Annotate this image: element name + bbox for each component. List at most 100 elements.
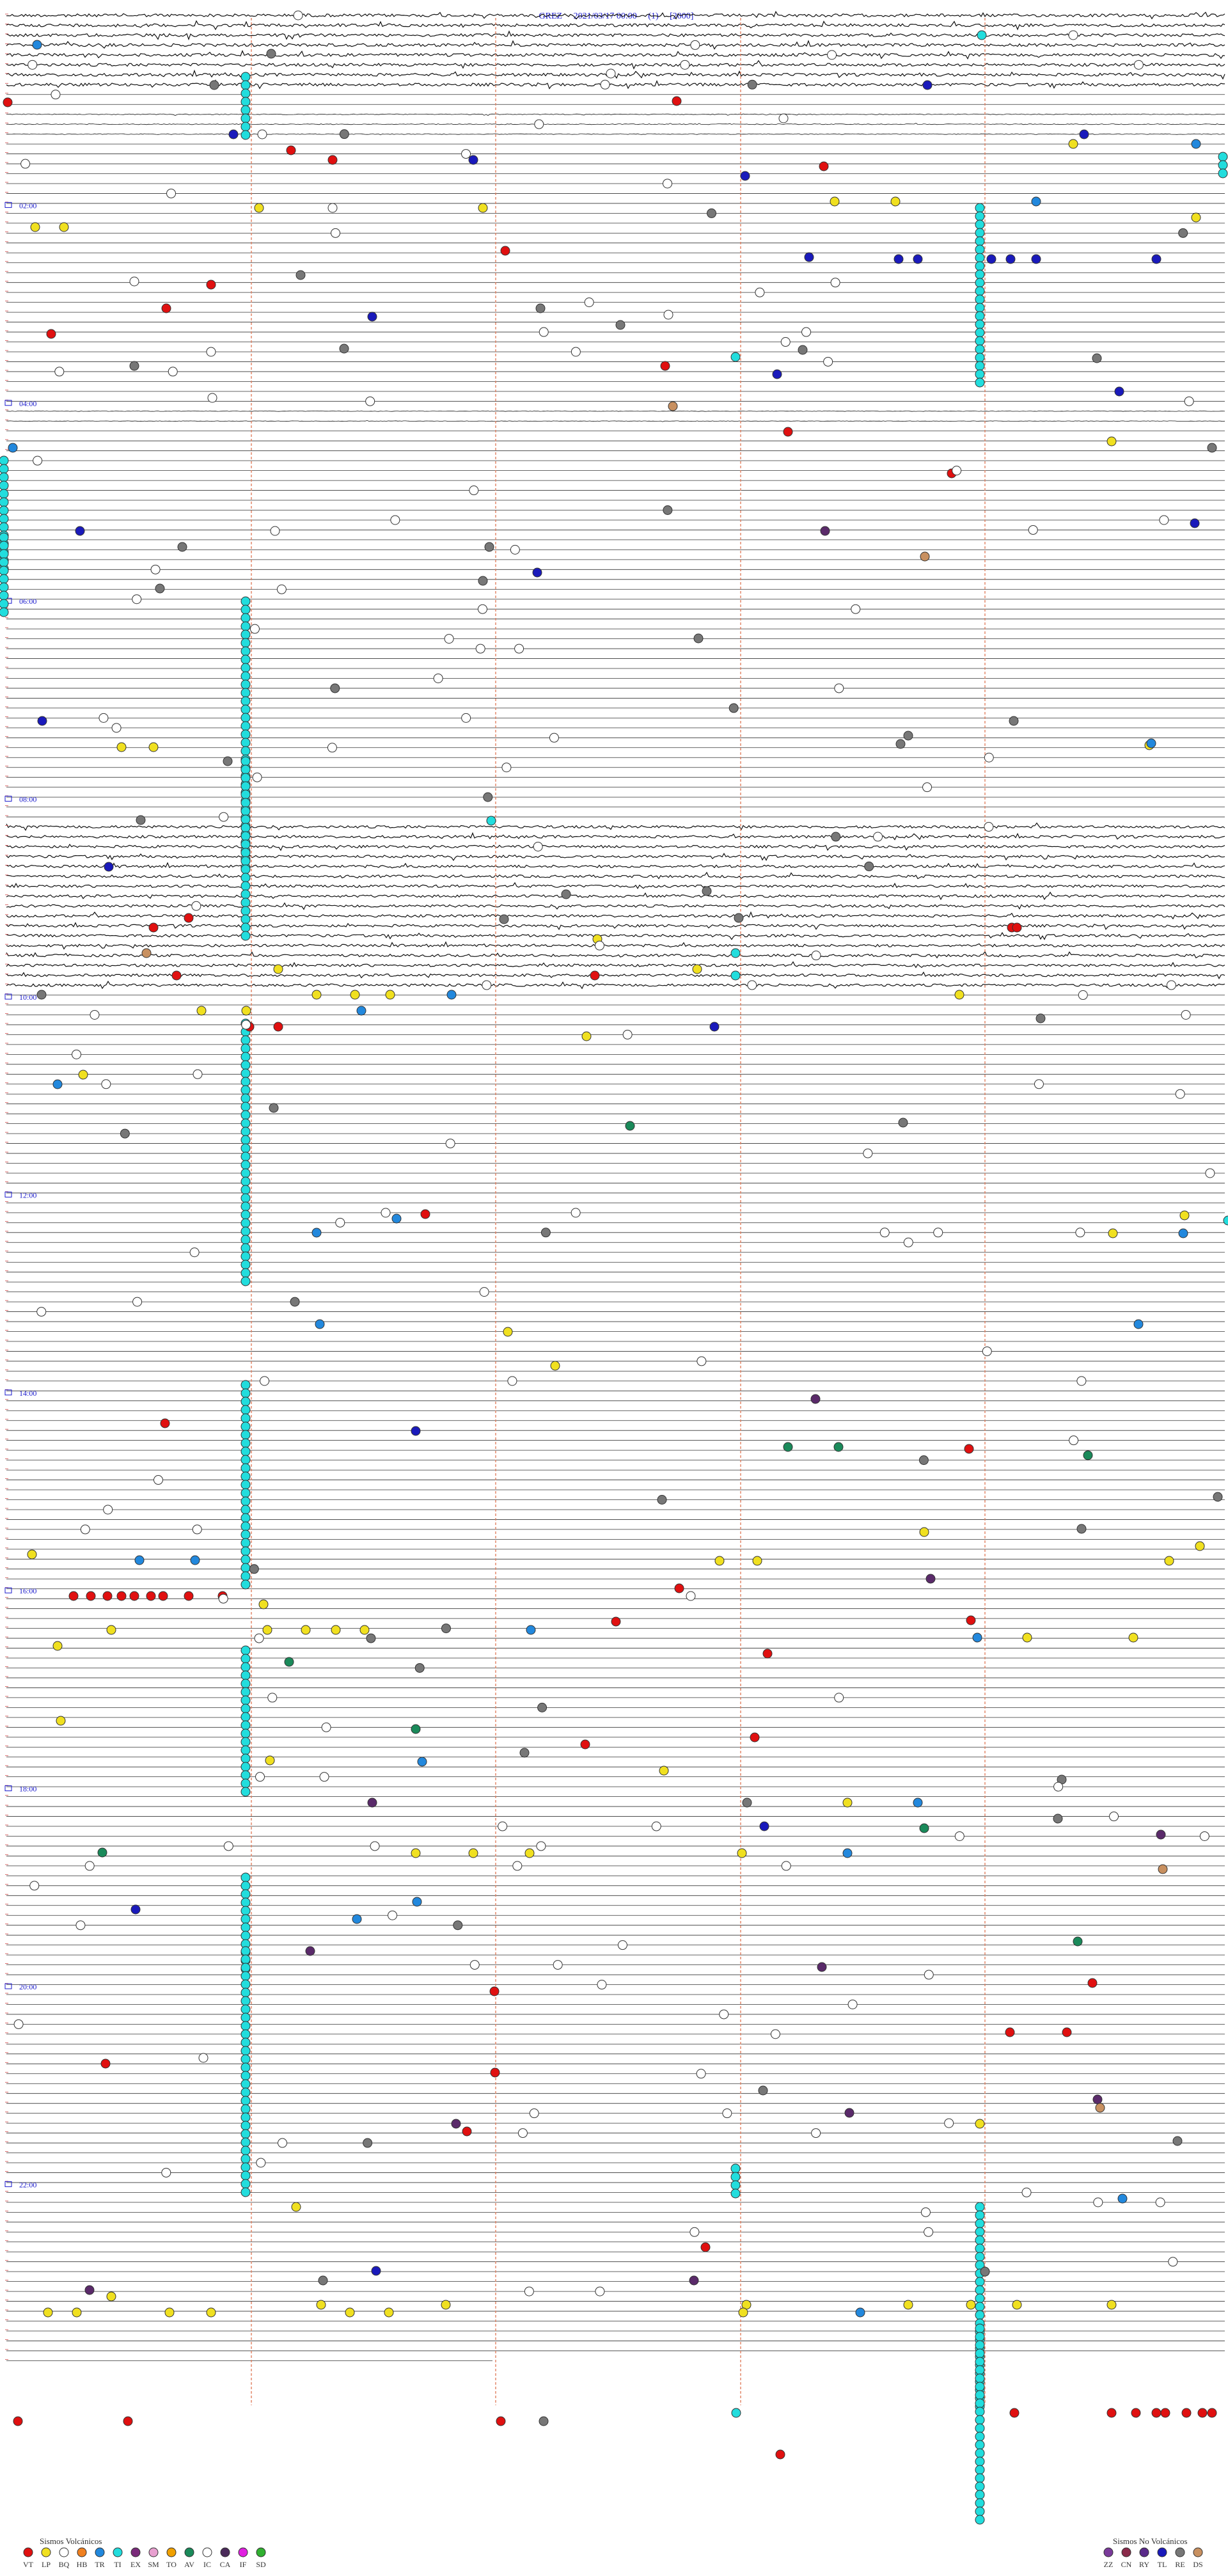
event-marker (150, 564, 161, 574)
event-marker (390, 515, 400, 525)
event-marker (597, 1980, 607, 1990)
event-marker (240, 1872, 251, 1883)
event-marker (975, 278, 985, 288)
hour-label: 02:00 (4, 201, 36, 210)
event-marker (141, 948, 152, 958)
event-marker (0, 565, 9, 576)
event-marker (240, 1218, 251, 1228)
event-marker (184, 913, 194, 923)
event-marker (240, 1687, 251, 1697)
event-marker (240, 1881, 251, 1891)
trace-lines (5, 10, 1225, 2361)
event-marker (240, 1043, 251, 1054)
event-marker (291, 2202, 301, 2212)
event-marker (775, 2449, 785, 2460)
station-name: GREZ (539, 12, 563, 21)
event-marker (719, 2009, 729, 2019)
event-marker (975, 328, 985, 338)
event-marker (166, 188, 177, 198)
event-marker (240, 1126, 251, 1137)
volcanic-legend-marker (77, 2547, 87, 2557)
event-marker (975, 203, 985, 213)
svg-text:02:00: 02:00 (19, 201, 36, 210)
event-marker (198, 2053, 209, 2063)
plot-datetime: 2021/03/17 00:00 (573, 12, 637, 21)
event-marker (240, 2037, 251, 2048)
event-marker (833, 1442, 844, 1452)
event-marker (823, 356, 833, 367)
event-marker (975, 2348, 985, 2359)
event-marker (240, 1662, 251, 1672)
event-marker (1207, 2408, 1217, 2418)
event-marker (680, 59, 690, 70)
hour-label: 04:00 (4, 399, 36, 408)
event-marker (1031, 196, 1041, 207)
event-marker (84, 2285, 95, 2295)
event-marker (240, 1679, 251, 1689)
event-marker (192, 1524, 202, 1535)
event-marker (161, 303, 171, 313)
event-marker (106, 2291, 116, 2302)
event-marker (46, 329, 56, 339)
event-marker (686, 1591, 696, 1601)
event-marker (922, 80, 933, 90)
event-marker (417, 1757, 427, 1767)
event-marker (356, 1006, 366, 1016)
event-marker (367, 312, 377, 322)
volcanic-legend-marker (220, 2547, 230, 2557)
event-marker (0, 505, 9, 516)
event-marker (103, 1505, 113, 1515)
volcanic-legend-code: IF (239, 2560, 247, 2569)
event-marker (240, 1413, 251, 1423)
event-marker (478, 576, 488, 586)
event-marker (980, 2266, 990, 2277)
event-marker (0, 574, 9, 584)
event-marker (240, 1897, 251, 1908)
event-marker (286, 145, 296, 155)
event-marker (689, 2227, 700, 2237)
event-marker (954, 1831, 964, 1841)
event-marker (240, 798, 251, 808)
event-marker (844, 2108, 854, 2118)
event-marker (33, 455, 43, 466)
event-marker (75, 1920, 86, 1931)
event-marker (550, 1361, 560, 1371)
event-marker (484, 542, 494, 552)
event-marker (240, 654, 251, 665)
event-marker (240, 1035, 251, 1045)
event-marker (975, 211, 985, 221)
event-marker (319, 1772, 329, 1782)
event-marker (106, 1625, 116, 1635)
event-marker (240, 1085, 251, 1095)
event-marker (8, 443, 18, 453)
nonvolcanic-legend-marker (1157, 2547, 1167, 2557)
volcanic-legend-code: TR (95, 2560, 105, 2569)
event-marker (663, 178, 673, 189)
event-marker (90, 1009, 100, 1020)
event-marker (1159, 515, 1169, 525)
event-marker (903, 731, 913, 741)
event-marker (1053, 1782, 1064, 1792)
event-marker (507, 1376, 517, 1386)
event-marker (240, 2079, 251, 2089)
event-marker (240, 814, 251, 825)
event-marker (136, 815, 146, 825)
event-marker (120, 1128, 130, 1139)
event-marker (240, 1193, 251, 1203)
event-marker (615, 320, 626, 330)
event-marker (240, 97, 251, 107)
event-marker (240, 781, 251, 791)
event-marker (1181, 1009, 1191, 1020)
event-marker (273, 964, 283, 974)
event-marker (819, 161, 829, 171)
event-marker (975, 303, 985, 313)
svg-text:06:00: 06:00 (19, 597, 36, 606)
event-marker (207, 393, 217, 403)
event-marker (240, 1260, 251, 1270)
event-marker (240, 1695, 251, 1705)
event-marker (1069, 1435, 1079, 1446)
event-marker (240, 1496, 251, 1506)
event-marker (1078, 990, 1088, 1000)
event-marker (240, 2004, 251, 2014)
event-marker (335, 1217, 345, 1228)
